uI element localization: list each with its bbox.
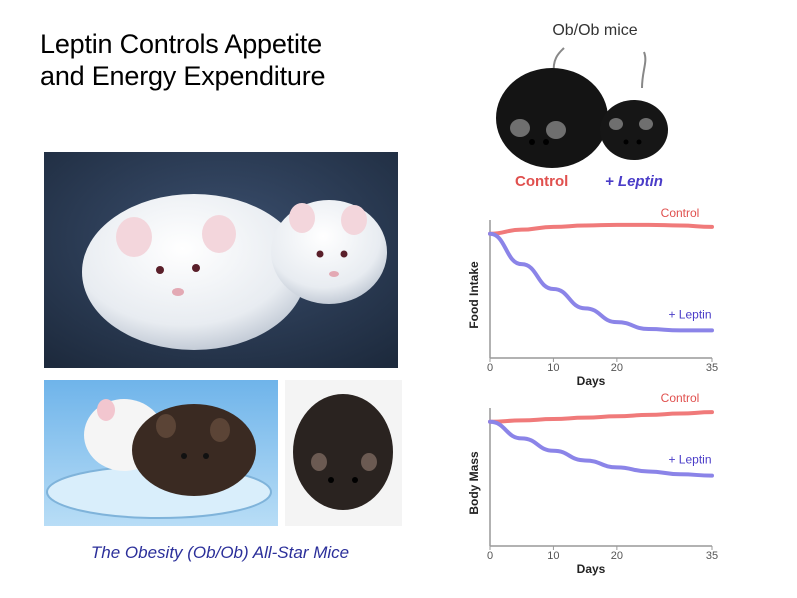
series-label-leptin: + Leptin — [668, 307, 711, 321]
series-line-leptin — [488, 231, 714, 333]
slide-title-line1: Leptin Controls Appetite — [40, 29, 322, 59]
x-tick-label: 35 — [706, 362, 718, 374]
series-line-leptin — [488, 419, 714, 478]
white-mice-photo — [44, 152, 398, 368]
series-label-control: Control — [661, 391, 700, 405]
y-axis-label: Body Mass — [467, 451, 481, 515]
black-mouse-photo — [285, 380, 402, 526]
x-tick-label: 10 — [547, 550, 559, 562]
x-tick-label: 20 — [611, 550, 623, 562]
ob-ob-mice-photo — [494, 46, 684, 168]
slide-title-line2: and Energy Expenditure — [40, 61, 326, 91]
leptin-mouse-label: + Leptin — [605, 173, 663, 190]
ob-ob-mice-label: Ob/Ob mice — [552, 22, 638, 39]
control-mouse-label: Control — [515, 173, 569, 190]
petri-dish-mice-photo — [44, 380, 278, 526]
x-tick-label: 35 — [706, 550, 718, 562]
slide-title: Leptin Controls Appetite and Energy Expe… — [40, 28, 440, 92]
food-intake-chart: 0 10 20 35 Days Food Intake Control + Leptin — [460, 206, 730, 388]
series-label-leptin: + Leptin — [668, 453, 711, 467]
series-label-control: Control — [661, 206, 700, 220]
body-mass-chart: 0 10 20 35 Days Body Mass Control + Leptin — [460, 391, 730, 576]
photo-caption: The Obesity (Ob/Ob) All-Star Mice — [90, 543, 350, 562]
body-mass-chart-svg: 0 10 20 35 Days Body Mass Control + Leptin — [467, 391, 718, 576]
x-axis-label: Days — [577, 374, 606, 388]
x-tick-label: 20 — [611, 362, 623, 374]
series-line-control — [488, 222, 714, 236]
series-line-control — [488, 410, 714, 424]
x-axis-label: Days — [577, 562, 606, 576]
x-tick-label: 10 — [547, 362, 559, 374]
y-axis-label: Food Intake — [467, 261, 481, 329]
x-tick-label: 0 — [487, 550, 493, 562]
food-intake-chart-svg: 0 10 20 35 Days Food Intake Control + Leptin — [467, 206, 718, 388]
x-tick-label: 0 — [487, 362, 493, 374]
